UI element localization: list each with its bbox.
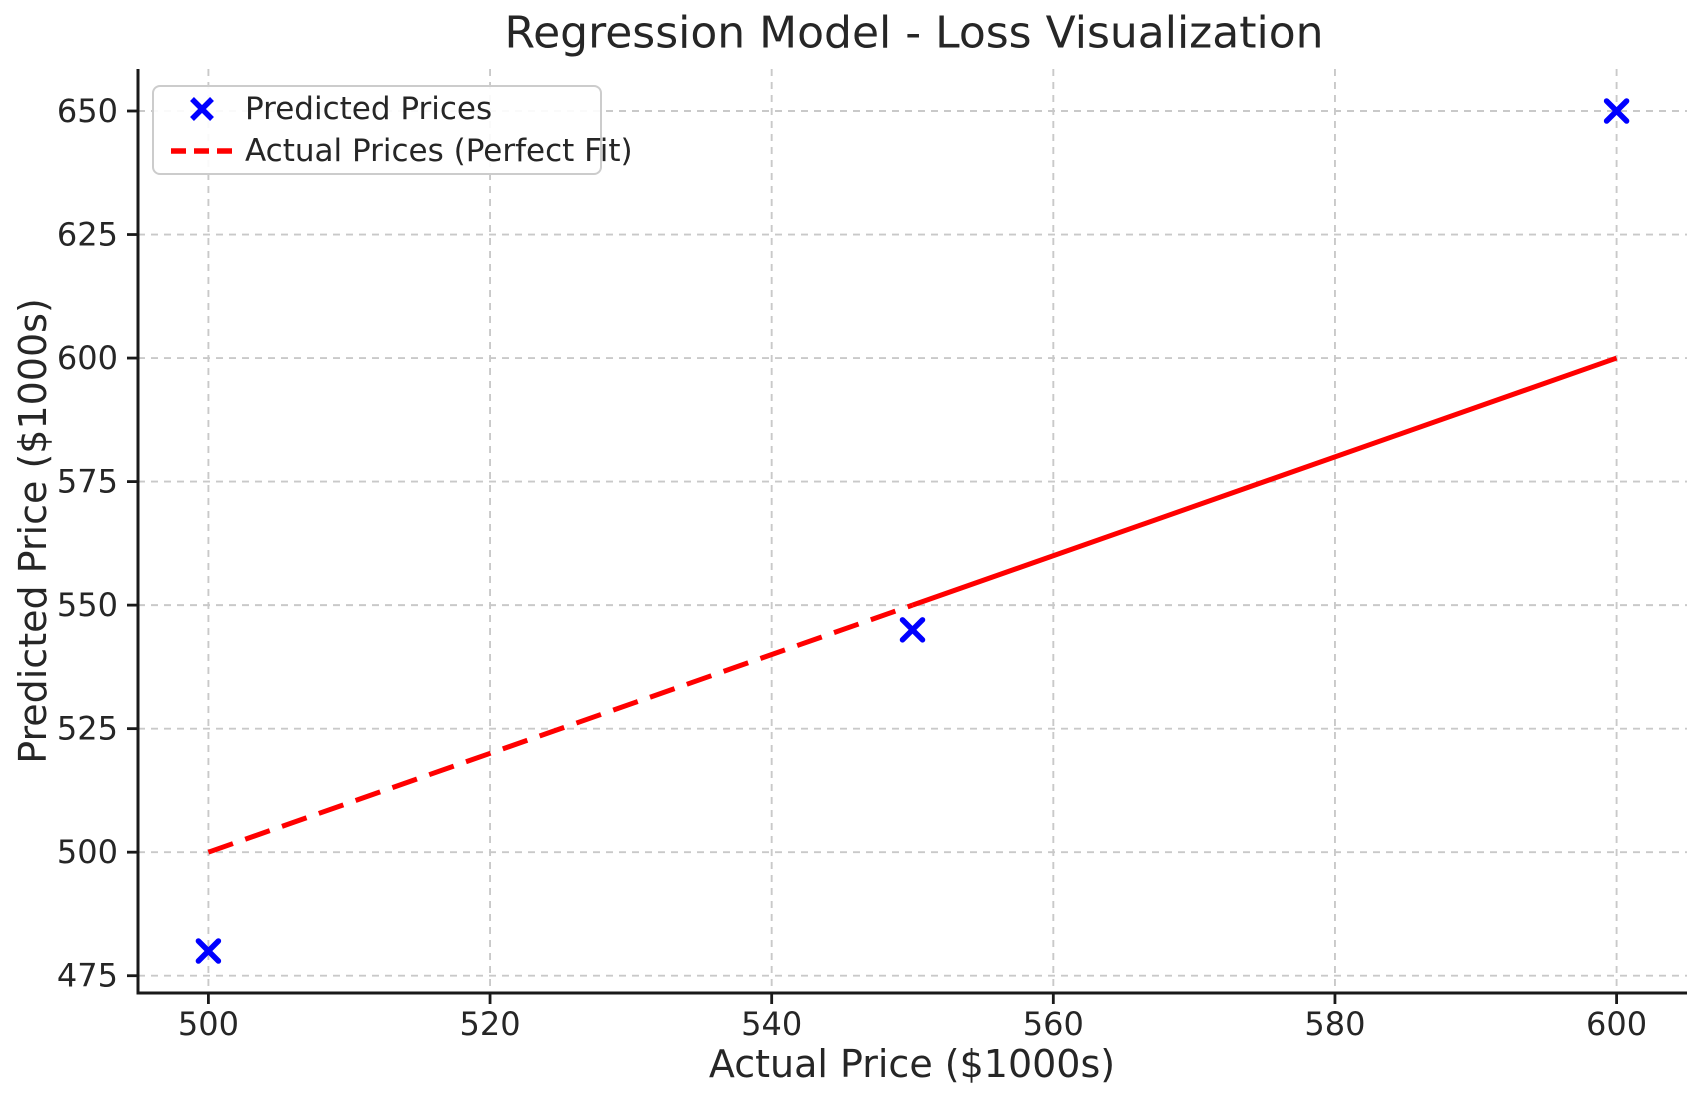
legend-label-predicted-prices: Predicted Prices xyxy=(245,91,493,127)
x-tick-label: 500 xyxy=(178,1005,239,1043)
y-tick-label: 650 xyxy=(57,92,118,130)
scatter-point xyxy=(899,617,926,643)
x-tick-label: 600 xyxy=(1586,1005,1647,1043)
legend: Predicted Prices Actual Prices (Perfect … xyxy=(152,85,633,175)
x-tick-label: 540 xyxy=(741,1005,802,1043)
y-tick-label: 575 xyxy=(57,463,118,501)
y-tick-label: 625 xyxy=(57,216,118,254)
x-tick-label: 560 xyxy=(1023,1005,1084,1043)
y-tick-label: 475 xyxy=(57,957,118,995)
dashed-line-icon xyxy=(170,146,234,156)
chart-title: Regression Model - Loss Visualization xyxy=(504,7,1324,59)
x-marker-icon xyxy=(170,94,234,124)
legend-item-actual-prices: Actual Prices (Perfect Fit) xyxy=(170,132,633,170)
x-tick-label: 520 xyxy=(460,1005,521,1043)
y-tick-label: 550 xyxy=(57,586,118,624)
actual-prices-line-solid-segment xyxy=(911,355,1618,608)
y-tick-label: 600 xyxy=(57,339,118,377)
x-axis-label: Actual Price ($1000s) xyxy=(708,1042,1116,1086)
legend-label-actual-prices: Actual Prices (Perfect Fit) xyxy=(245,133,633,169)
actual-prices-line-dashed-segment xyxy=(207,602,914,855)
scatter-point xyxy=(1603,98,1630,124)
legend-item-predicted-prices: Predicted Prices xyxy=(170,90,600,128)
y-tick-label: 500 xyxy=(57,833,118,871)
y-tick-label: 525 xyxy=(57,710,118,748)
scatter-point xyxy=(195,938,222,964)
x-tick-label: 580 xyxy=(1304,1005,1365,1043)
